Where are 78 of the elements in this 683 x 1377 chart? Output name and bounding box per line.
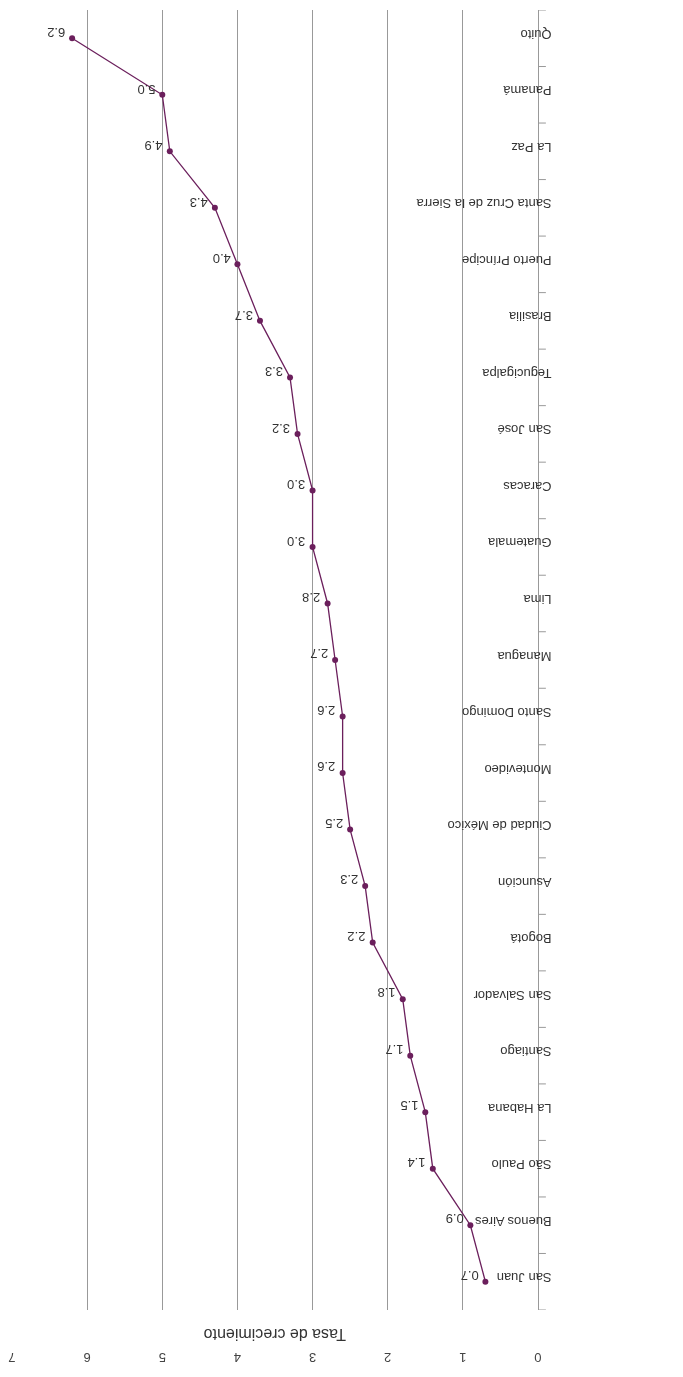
- y-tick-label: Montevideo: [484, 761, 552, 777]
- y-tick-label: La Habana: [487, 1100, 552, 1116]
- y-tick-label: Asunción: [498, 874, 552, 890]
- data-label: 3.2: [272, 420, 291, 436]
- point: [324, 600, 331, 607]
- y-tick-label: Santa Cruz de la Sierra: [415, 196, 552, 212]
- point: [234, 261, 241, 268]
- y-tick-label: São Paulo: [491, 1157, 552, 1173]
- y-tick-label: Santiago: [500, 1044, 552, 1060]
- data-label: 2.5: [325, 816, 344, 832]
- y-tick-label: Brasilia: [508, 309, 552, 325]
- data-label: 2.2: [347, 929, 366, 945]
- x-tick-label: 3: [308, 1350, 317, 1365]
- point: [294, 430, 301, 437]
- point: [407, 1052, 414, 1059]
- point: [69, 35, 76, 42]
- x-tick-label: 1: [459, 1350, 467, 1365]
- data-label: 2.3: [340, 872, 359, 888]
- x-tick-label: 0: [534, 1350, 542, 1365]
- data-label: 4.3: [189, 194, 208, 210]
- y-tick-label: Ciudad de México: [447, 818, 552, 834]
- data-label: 5.0: [137, 81, 156, 97]
- point: [309, 487, 316, 494]
- point: [339, 770, 346, 777]
- point: [166, 148, 173, 155]
- point: [309, 543, 316, 550]
- y-tick-label: Quito: [520, 26, 552, 42]
- y-tick-label: Managua: [496, 648, 552, 664]
- y-tick-label: Buenos Aires: [474, 1213, 552, 1229]
- point: [159, 91, 166, 98]
- data-label: 2.7: [310, 646, 329, 661]
- x-axis-title: Tasa de crecimiento: [203, 1326, 346, 1343]
- data-label: 0.9: [445, 1211, 464, 1227]
- x-tick-label: 2: [384, 1350, 392, 1365]
- point: [422, 1109, 429, 1116]
- data-label: 3.3: [264, 363, 284, 379]
- y-tick-label: Tegucigalpa: [481, 365, 552, 381]
- point: [467, 1222, 474, 1229]
- data-label: 2.6: [317, 759, 336, 775]
- y-tick-label: Bogotá: [509, 931, 552, 947]
- point: [332, 657, 339, 663]
- data-label: 3.0: [287, 533, 306, 549]
- y-tick-label: Santo Domingo: [461, 705, 552, 721]
- x-tick-label: 7: [8, 1350, 16, 1365]
- data-label: 1.7: [385, 1042, 404, 1058]
- y-tick-label: San Salvador: [472, 987, 552, 1003]
- data-label: 3.7: [234, 307, 253, 323]
- point: [256, 317, 263, 324]
- y-tick-label: San Juan: [496, 1270, 552, 1286]
- point: [482, 1278, 489, 1285]
- point: [287, 374, 294, 381]
- x-tick-label: 4: [233, 1350, 242, 1365]
- data-label: 4.9: [144, 137, 163, 153]
- y-tick-label: San José: [497, 422, 552, 438]
- y-tick-label: Guatemala: [487, 535, 552, 551]
- data-label: 4.0: [212, 250, 231, 266]
- point: [347, 826, 354, 833]
- point: [399, 996, 406, 1003]
- y-tick-label: La Paz: [511, 139, 552, 155]
- data-label: 1.8: [377, 985, 396, 1001]
- point: [369, 939, 376, 946]
- y-tick-label: Caracas: [502, 478, 552, 494]
- y-tick-label: Panamá: [502, 83, 552, 99]
- y-tick-label: Lima: [522, 592, 552, 608]
- point: [362, 883, 369, 890]
- y-tick-label: Puerto Príncipe: [461, 252, 552, 268]
- point: [211, 204, 218, 211]
- data-label: 2.8: [302, 589, 321, 605]
- data-label: 6.2: [47, 24, 66, 40]
- point: [339, 713, 346, 720]
- data-label: 3.0: [287, 476, 306, 492]
- data-label: 2.6: [317, 703, 336, 719]
- data-label: 1.4: [407, 1155, 426, 1171]
- data-label: 0.7: [460, 1268, 479, 1284]
- data-label: 1.5: [400, 1098, 419, 1114]
- point: [429, 1165, 436, 1172]
- x-tick-label: 5: [158, 1350, 166, 1365]
- x-tick-label: 6: [83, 1350, 91, 1365]
